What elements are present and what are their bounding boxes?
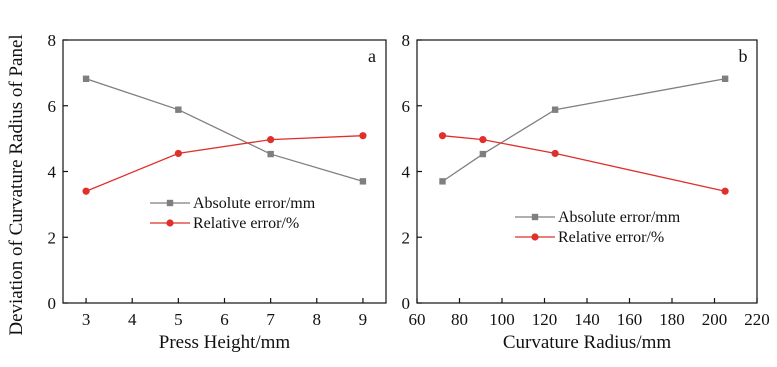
x-tick-label: 200 (702, 310, 728, 329)
legend-entry-label: Relative error/% (193, 215, 299, 232)
panel-tag: a (368, 46, 376, 66)
y-tick-label: 0 (48, 294, 57, 313)
data-point (551, 149, 559, 158)
y-tick-label: 8 (48, 31, 57, 50)
data-point (82, 187, 90, 195)
data-point (479, 150, 487, 158)
x-tick-label: 9 (359, 310, 368, 329)
data-point (438, 132, 447, 140)
y-tick-label: 4 (48, 163, 57, 182)
plot-frame (62, 39, 387, 304)
data-point (267, 136, 275, 144)
x-tick-label: 140 (574, 310, 600, 329)
legend-swatch-marker (531, 213, 539, 221)
y-tick-label: 0 (402, 294, 411, 313)
data-point (551, 106, 559, 113)
x-tick-label: 220 (744, 310, 770, 329)
legend-swatch-marker (166, 199, 174, 207)
series-line (85, 135, 363, 192)
x-tick-label: 7 (266, 310, 275, 329)
x-tick-label: 4 (128, 310, 137, 329)
x-tick-label: 3 (82, 310, 91, 329)
x-tick-label: 6 (220, 310, 229, 329)
legend: Absolute error/mm Relative error/% (150, 195, 316, 232)
series-absolute-error (439, 75, 729, 185)
x-tick-label: 180 (659, 310, 685, 329)
data-point (439, 178, 446, 185)
x-tick-label: 8 (313, 310, 322, 329)
series-relative-error (438, 132, 729, 195)
legend: Absolute error/mm Relative error/% (515, 209, 681, 246)
y-tick-label: 2 (402, 228, 411, 247)
x-tick-label: 80 (451, 310, 468, 329)
data-point (82, 75, 90, 82)
data-point (479, 136, 487, 144)
series-absolute-error (82, 75, 367, 185)
y-tick-label: 2 (48, 228, 57, 247)
legend-swatch-marker (166, 219, 174, 227)
y-axis-label: Deviation of Curvature Radius of Panel (6, 34, 27, 335)
data-point (267, 150, 274, 158)
legend-entry-label: Absolute error/mm (558, 209, 681, 226)
x-tick-label: 100 (489, 310, 515, 329)
series-line (442, 78, 726, 182)
series-line (85, 78, 364, 182)
data-point (359, 178, 367, 185)
x-axis-label: Press Height/mm (159, 332, 291, 353)
y-tick-label: 4 (402, 163, 411, 182)
x-tick-label: 120 (532, 310, 558, 329)
legend-swatch-marker (531, 233, 539, 241)
panel-a: 3 4 5 6 7 8 9 0 2 4 6 8 Press Height/mm a Absolute err… (48, 31, 387, 353)
data-point (174, 149, 182, 158)
data-point (721, 75, 729, 82)
data-point (175, 106, 182, 113)
legend-entry-label: Relative error/% (558, 229, 664, 246)
y-tick-label: 6 (48, 97, 57, 116)
x-tick-label: 5 (174, 310, 183, 329)
y-tick-label: 6 (402, 97, 411, 116)
panel-b: 60 80 100 120 140 160 180 200 220 0 2 4 6 8 Curvature … (402, 31, 770, 353)
legend-entry-label: Absolute error/mm (193, 195, 316, 212)
plot-frame (416, 39, 758, 304)
data-point (359, 132, 367, 140)
x-tick-label: 160 (617, 310, 643, 329)
panel-tag: b (739, 46, 748, 66)
y-tick-label: 8 (402, 31, 411, 50)
series-line (442, 135, 726, 192)
data-point (721, 187, 729, 195)
x-tick-label: 60 (409, 310, 426, 329)
series-relative-error (82, 132, 367, 195)
x-axis-label: Curvature Radius/mm (503, 332, 672, 353)
